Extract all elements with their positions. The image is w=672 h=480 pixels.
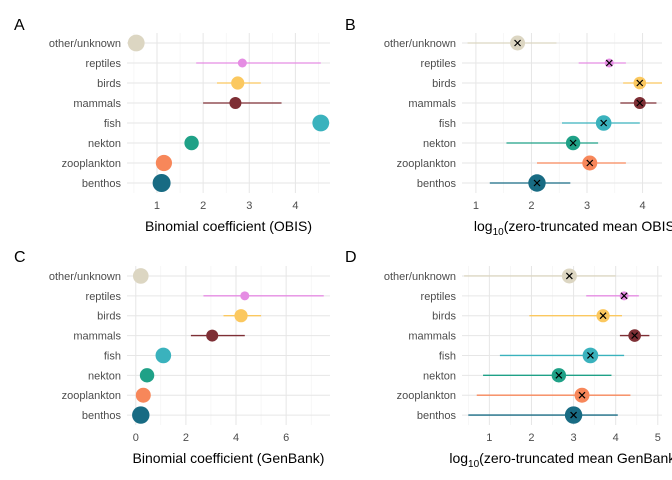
x-tick-label: 4 <box>613 432 619 444</box>
category-label: nekton <box>423 370 456 382</box>
category-label: mammals <box>73 98 121 110</box>
point-benthos <box>152 174 171 192</box>
category-label: birds <box>432 311 456 323</box>
category-label: mammals <box>408 331 456 343</box>
x-axis-title: Binomial coefficient (GenBank) <box>133 450 325 466</box>
category-label: zooplankton <box>397 158 456 170</box>
category-label: nekton <box>423 138 456 150</box>
median-cross-icon <box>514 39 521 47</box>
x-tick-label: 2 <box>528 432 534 444</box>
x-tick-label: 1 <box>154 200 160 212</box>
panel-letter: B <box>345 17 356 34</box>
point-birds <box>234 309 248 323</box>
point-birds <box>231 76 245 90</box>
point-fish <box>312 114 330 132</box>
x-axis-title: log10(zero-truncated mean OBIS records) <box>474 218 672 238</box>
panel-letter: D <box>345 249 357 266</box>
panel-B: B 1 2 3 4 other/unknown reptiles birds mammals fi… <box>345 17 672 238</box>
category-label: nekton <box>88 370 121 382</box>
x-tick-label: 1 <box>486 432 492 444</box>
x-tick-label: 3 <box>246 200 252 212</box>
category-label: reptiles <box>421 291 457 303</box>
category-label: reptiles <box>86 58 122 70</box>
point-mammals <box>229 97 242 109</box>
point-fish <box>155 347 172 364</box>
median-cross-icon <box>636 79 644 87</box>
category-label: birds <box>97 78 121 90</box>
category-label: fish <box>104 350 121 362</box>
x-tick-label: 3 <box>571 432 577 444</box>
median-cross-icon <box>600 119 608 127</box>
median-cross-icon <box>631 332 639 339</box>
panel-C: C 0 2 4 6 other/unknown reptiles birds mammals fi… <box>14 249 330 466</box>
median-cross-icon <box>578 391 586 399</box>
median-cross-icon <box>586 159 594 167</box>
category-label: benthos <box>82 178 122 190</box>
point-other-unknown <box>127 34 145 52</box>
category-label: other/unknown <box>384 271 456 283</box>
point-reptiles <box>237 58 247 68</box>
category-label: fish <box>439 350 456 362</box>
median-cross-icon <box>605 59 613 67</box>
point-mammals <box>206 329 219 342</box>
x-tick-label: 6 <box>283 432 289 444</box>
category-label: reptiles <box>421 58 457 70</box>
category-label: other/unknown <box>49 38 121 50</box>
median-cross-icon <box>599 312 607 320</box>
category-label: reptiles <box>86 291 122 303</box>
point-other-unknown <box>132 268 149 284</box>
point-reptiles <box>240 291 250 301</box>
category-label: benthos <box>417 410 457 422</box>
category-label: birds <box>97 311 121 323</box>
median-cross-icon <box>533 179 541 187</box>
x-tick-label: 5 <box>655 432 661 444</box>
point-nekton <box>184 135 199 151</box>
category-label: other/unknown <box>384 38 456 50</box>
x-tick-label: 2 <box>200 200 206 212</box>
median-cross-icon <box>570 411 578 419</box>
category-label: zooplankton <box>397 390 456 402</box>
x-tick-label: 4 <box>292 200 298 212</box>
median-cross-icon <box>569 139 577 147</box>
category-label: zooplankton <box>62 158 121 170</box>
category-label: benthos <box>82 410 122 422</box>
point-benthos <box>132 406 150 424</box>
x-tick-label: 2 <box>183 432 189 444</box>
x-tick-label: 3 <box>584 200 590 212</box>
x-axis-title: Binomial coefficient (OBIS) <box>145 218 312 234</box>
category-label: fish <box>439 118 456 130</box>
panel-D: D 1 2 3 4 5 other/unknown reptiles birds mammals f… <box>345 249 672 470</box>
category-label: other/unknown <box>49 271 121 283</box>
category-label: fish <box>104 118 121 130</box>
x-tick-label: 2 <box>528 200 534 212</box>
median-cross-icon <box>620 292 628 300</box>
point-zooplankton <box>155 154 173 172</box>
x-tick-label: 4 <box>233 432 239 444</box>
x-tick-label: 4 <box>639 200 645 212</box>
median-cross-icon <box>586 352 594 359</box>
median-cross-icon <box>555 371 563 379</box>
median-cross-icon <box>565 272 573 280</box>
category-label: mammals <box>73 331 121 343</box>
category-label: birds <box>432 78 456 90</box>
panel-A: A 1 2 3 4 other/unknown reptiles birds mammals fi… <box>14 17 330 234</box>
panel-letter: A <box>14 17 25 34</box>
x-axis-title: log10(zero-truncated mean GenBank nucleo… <box>449 450 672 470</box>
category-label: mammals <box>408 98 456 110</box>
category-label: benthos <box>417 178 457 190</box>
point-nekton <box>139 368 155 383</box>
category-label: zooplankton <box>62 390 121 402</box>
panel-letter: C <box>14 249 26 266</box>
category-label: nekton <box>88 138 121 150</box>
x-tick-label: 0 <box>133 432 139 444</box>
median-cross-icon <box>636 99 644 107</box>
point-zooplankton <box>135 387 151 403</box>
x-tick-label: 1 <box>473 200 479 212</box>
